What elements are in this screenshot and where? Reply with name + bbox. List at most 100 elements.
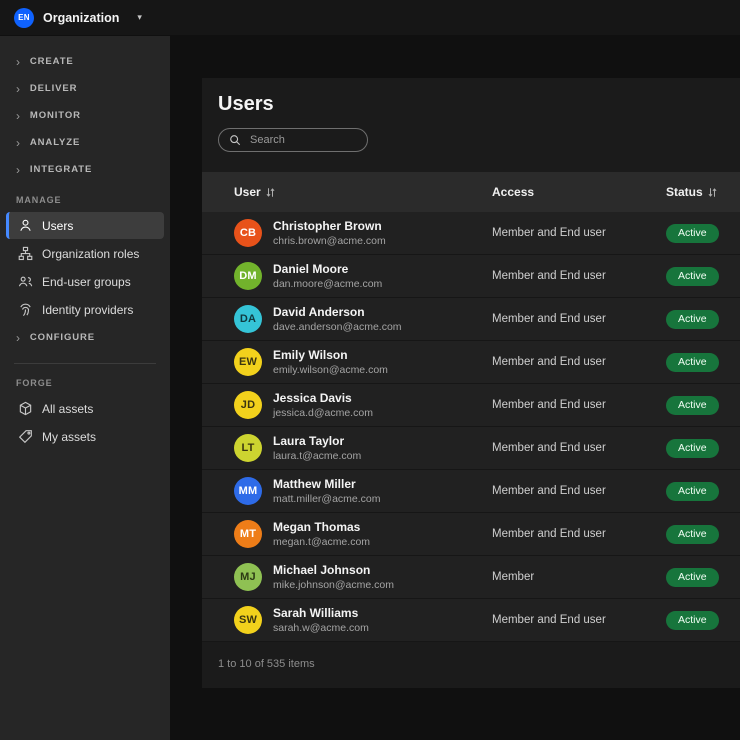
table-row[interactable]: EW Emily Wilson emily.wilson@acme.com Me…: [202, 341, 740, 384]
sort-icon: [708, 187, 717, 198]
org-switcher[interactable]: EN Organization ▾: [14, 7, 142, 28]
table-row[interactable]: JD Jessica Davis jessica.d@acme.com Memb…: [202, 384, 740, 427]
avatar: DA: [234, 305, 262, 333]
status-badge: Active: [666, 223, 719, 243]
sidebar-item-my-assets[interactable]: My assets: [6, 423, 164, 450]
user-email: chris.brown@acme.com: [273, 234, 386, 247]
avatar: MT: [234, 520, 262, 548]
sidebar-item-deliver[interactable]: › DELIVER: [0, 75, 170, 102]
sidebar-item-label: CONFIGURE: [29, 332, 96, 343]
user-name: Christopher Brown: [273, 218, 382, 233]
sidebar-item-label: MONITOR: [29, 110, 81, 121]
user-email: sarah.w@acme.com: [273, 621, 369, 634]
end-user-groups-icon: [18, 274, 33, 289]
status-badge: Active: [666, 481, 719, 501]
table-row[interactable]: SW Sarah Williams sarah.w@acme.com Membe…: [202, 599, 740, 642]
table-header: User Access Status: [202, 172, 740, 212]
sidebar-item-label: End-user groups: [42, 274, 131, 289]
status-badge: Active: [666, 395, 719, 415]
status-badge: Active: [666, 438, 719, 458]
sidebar: › CREATE › DELIVER › MONITOR › ANALYZE ›…: [0, 36, 170, 740]
user-email: emily.wilson@acme.com: [273, 363, 388, 376]
user-name: Daniel Moore: [273, 261, 349, 276]
sort-icon: [266, 187, 275, 198]
access-cell: Member and End user: [492, 227, 606, 239]
sidebar-item-label: CREATE: [29, 56, 74, 67]
table-row[interactable]: CB Christopher Brown chris.brown@acme.co…: [202, 212, 740, 255]
table-body: CB Christopher Brown chris.brown@acme.co…: [202, 212, 740, 642]
sidebar-item-organization-roles[interactable]: Organization roles: [6, 240, 164, 267]
sidebar-item-label: Users: [42, 218, 74, 233]
identity-providers-icon: [18, 302, 33, 317]
avatar: JD: [234, 391, 262, 419]
sidebar-item-label: DELIVER: [29, 83, 78, 94]
table-row[interactable]: MT Megan Thomas megan.t@acme.com Member …: [202, 513, 740, 556]
avatar: EW: [234, 348, 262, 376]
access-cell: Member and End user: [492, 485, 606, 497]
section-label-forge: FORGE: [16, 378, 53, 388]
pagination-summary: 1 to 10 of 535 items: [218, 658, 315, 670]
table-row[interactable]: DM Daniel Moore dan.moore@acme.com Membe…: [202, 255, 740, 298]
user-email: jessica.d@acme.com: [273, 406, 373, 419]
chevron-right-icon: ›: [16, 54, 21, 69]
access-cell: Member and End user: [492, 442, 606, 454]
avatar: LT: [234, 434, 262, 462]
column-header-user[interactable]: User: [202, 185, 492, 199]
access-cell: Member: [492, 571, 535, 583]
sidebar-item-users[interactable]: Users: [6, 212, 164, 239]
table-row[interactable]: LT Laura Taylor laura.t@acme.com Member …: [202, 427, 740, 470]
users-table: User Access Status: [202, 172, 740, 642]
page-title: Users: [218, 93, 274, 115]
sidebar-item-all-assets[interactable]: All assets: [6, 395, 164, 422]
table-row[interactable]: MJ Michael Johnson mike.johnson@acme.com…: [202, 556, 740, 599]
org-name: Organization: [43, 10, 120, 25]
user-email: matt.miller@acme.com: [273, 492, 381, 505]
status-badge: Active: [666, 610, 719, 630]
access-cell: Member and End user: [492, 399, 606, 411]
user-name: Sarah Williams: [273, 605, 359, 620]
user-name: Matthew Miller: [273, 476, 356, 491]
status-badge: Active: [666, 524, 719, 544]
sidebar-divider: [14, 363, 156, 364]
column-header-status[interactable]: Status: [666, 185, 740, 199]
chevron-right-icon: ›: [16, 330, 21, 345]
sidebar-item-label: Identity providers: [42, 302, 134, 317]
users-icon: [18, 218, 33, 233]
org-avatar: EN: [14, 7, 34, 28]
sidebar-item-label: All assets: [42, 401, 94, 416]
search-box: [218, 128, 368, 152]
access-cell: Member and End user: [492, 356, 606, 368]
sidebar-item-label: INTEGRATE: [29, 164, 93, 175]
status-badge: Active: [666, 567, 719, 587]
access-cell: Member and End user: [492, 528, 606, 540]
sidebar-item-identity-providers[interactable]: Identity providers: [6, 296, 164, 323]
sidebar-item-end-user-groups[interactable]: End-user groups: [6, 268, 164, 295]
access-cell: Member and End user: [492, 313, 606, 325]
table-row[interactable]: DA David Anderson dave.anderson@acme.com…: [202, 298, 740, 341]
all-assets-icon: [18, 401, 33, 416]
table-row[interactable]: MM Matthew Miller matt.miller@acme.com M…: [202, 470, 740, 513]
status-badge: Active: [666, 266, 719, 286]
chevron-right-icon: ›: [16, 135, 21, 150]
status-badge: Active: [666, 309, 719, 329]
user-name: Emily Wilson: [273, 347, 348, 362]
user-name: Megan Thomas: [273, 519, 361, 534]
sidebar-item-create[interactable]: › CREATE: [0, 48, 170, 75]
sidebar-item-integrate[interactable]: › INTEGRATE: [0, 156, 170, 183]
user-name: David Anderson: [273, 304, 365, 319]
access-cell: Member and End user: [492, 270, 606, 282]
access-cell: Member and End user: [492, 614, 606, 626]
sidebar-item-label: Organization roles: [42, 246, 140, 261]
sidebar-item-monitor[interactable]: › MONITOR: [0, 102, 170, 129]
user-email: mike.johnson@acme.com: [273, 578, 394, 591]
chevron-right-icon: ›: [16, 108, 21, 123]
user-email: dan.moore@acme.com: [273, 277, 383, 290]
search-icon: [229, 134, 241, 146]
sidebar-item-configure[interactable]: › CONFIGURE: [0, 324, 170, 351]
avatar: MM: [234, 477, 262, 505]
user-email: laura.t@acme.com: [273, 449, 362, 462]
search-input[interactable]: [248, 133, 357, 147]
sidebar-item-label: My assets: [42, 429, 97, 444]
sidebar-item-analyze[interactable]: › ANALYZE: [0, 129, 170, 156]
main-content: Users User: [170, 36, 740, 740]
